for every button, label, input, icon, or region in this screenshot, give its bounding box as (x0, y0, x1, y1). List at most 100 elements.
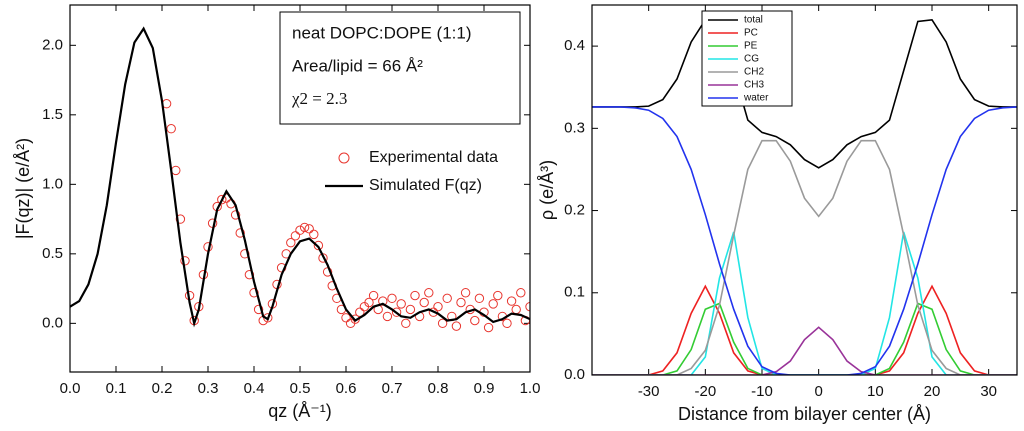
data-point (166, 124, 176, 134)
data-point (391, 307, 402, 317)
series-line (592, 18, 1017, 169)
legend-label: PE (744, 41, 758, 52)
data-point (304, 224, 314, 234)
data-point (180, 256, 190, 266)
data-point (456, 297, 466, 308)
y-axis-label: ρ (e/Å³) (537, 160, 557, 220)
data-point (483, 322, 494, 333)
annotation: χ2 = 2.3 (291, 89, 347, 108)
x-tick-label: 20 (924, 383, 941, 400)
legend-label: CG (744, 54, 759, 65)
x-tick-label: 0.7 (382, 380, 403, 397)
y-tick-label: 0.2 (564, 202, 585, 219)
data-point (286, 238, 296, 248)
x-tick-label: -20 (694, 383, 716, 400)
x-tick-label: 0.9 (474, 380, 495, 397)
data-point (502, 318, 512, 329)
x-tick-label: 0.5 (290, 380, 311, 397)
data-point (378, 296, 388, 306)
x-tick-label: 0.1 (106, 380, 127, 397)
data-point (230, 210, 241, 220)
data-point (217, 194, 227, 205)
legend-label: PC (744, 28, 758, 39)
data-point (309, 229, 319, 240)
data-point (290, 231, 301, 241)
x-tick-label: 10 (867, 383, 884, 400)
data-point (299, 222, 310, 233)
data-point (341, 313, 351, 323)
annotation: Area/lipid = 66 Å² (292, 56, 423, 75)
data-point (175, 214, 186, 224)
legend-label: CH3 (744, 80, 764, 91)
x-tick-label: 0.3 (198, 380, 219, 397)
data-point (387, 293, 397, 304)
data-point (244, 269, 255, 280)
data-point (368, 290, 379, 301)
data-point (437, 318, 448, 329)
data-point (419, 297, 429, 308)
x-tick-label: 1.0 (520, 380, 541, 397)
data-point (313, 240, 324, 251)
data-point (364, 297, 374, 308)
y-axis-label: |F(qz)| (e/Å²) (13, 138, 33, 239)
data-point (295, 225, 305, 235)
data-point (355, 307, 365, 317)
data-point (488, 299, 498, 309)
data-point (253, 304, 264, 315)
y-tick-label: 0.1 (564, 284, 585, 301)
data-point (460, 288, 471, 298)
y-tick-label: 0.4 (564, 37, 585, 54)
legend-label: Experimental data (369, 149, 498, 166)
data-point (433, 301, 443, 312)
data-point (451, 321, 462, 331)
x-axis-label: qz (Å⁻¹) (268, 401, 332, 421)
y-tick-label: 1.5 (42, 106, 63, 123)
legend-marker (338, 152, 350, 164)
data-point (511, 304, 521, 315)
legend-label: Simulated F(qz) (369, 177, 482, 194)
y-tick-label: 0.0 (564, 366, 585, 383)
series-line (592, 231, 1017, 375)
data-point (401, 318, 411, 329)
series-line (592, 284, 1017, 375)
series-line (592, 106, 1017, 375)
data-point (424, 288, 434, 298)
data-point (474, 293, 485, 304)
data-point (249, 288, 259, 298)
data-point (442, 293, 452, 304)
data-point (235, 228, 245, 238)
plot-frame (591, 4, 1018, 376)
y-tick-label: 0.3 (564, 119, 585, 136)
data-point (506, 296, 517, 306)
x-tick-label: 0.2 (152, 380, 173, 397)
legend-label: total (744, 15, 763, 26)
x-tick-label: 0.6 (336, 380, 357, 397)
series-line (592, 326, 1017, 375)
x-tick-label: 0.0 (60, 380, 81, 397)
x-tick-label: 0 (814, 383, 822, 400)
data-point (470, 315, 480, 326)
x-tick-label: -10 (751, 383, 773, 400)
series-line (592, 302, 1017, 375)
y-tick-label: 1.0 (42, 175, 63, 192)
x-tick-label: -30 (638, 383, 660, 400)
x-tick-label: 30 (980, 383, 997, 400)
data-point (516, 288, 526, 298)
data-point (396, 299, 406, 309)
data-point (240, 249, 250, 259)
x-axis-label: Distance from bilayer center (Å) (678, 404, 931, 424)
legend-label: CH2 (744, 67, 764, 78)
data-point (493, 290, 503, 301)
legend-box (701, 10, 793, 107)
x-tick-label: 0.4 (244, 380, 265, 397)
y-tick-label: 0.0 (42, 314, 63, 331)
data-point (405, 304, 416, 315)
annotation-box (279, 11, 521, 125)
data-point (171, 165, 181, 176)
legend-label: water (743, 93, 769, 104)
series-line (70, 26, 530, 328)
annotation: neat DOPC:DOPE (1:1) (292, 23, 472, 42)
data-point (382, 311, 393, 322)
data-point (410, 290, 420, 301)
